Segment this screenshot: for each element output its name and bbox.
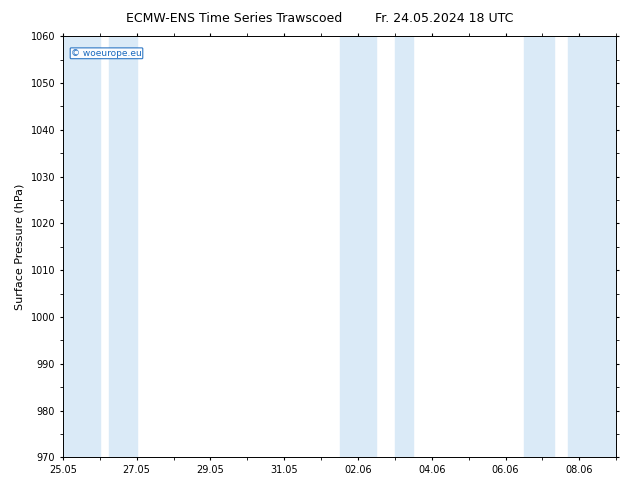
Bar — [340, 36, 377, 457]
Y-axis label: Surface Pressure (hPa): Surface Pressure (hPa) — [15, 184, 25, 310]
Text: ECMW-ENS Time Series Trawscoed: ECMW-ENS Time Series Trawscoed — [126, 12, 343, 25]
Text: Fr. 24.05.2024 18 UTC: Fr. 24.05.2024 18 UTC — [375, 12, 513, 25]
Bar — [109, 36, 136, 457]
Bar — [395, 36, 413, 457]
Text: © woeurope.eu: © woeurope.eu — [71, 49, 142, 58]
Bar — [524, 36, 553, 457]
Bar — [568, 36, 616, 457]
Bar — [63, 36, 100, 457]
